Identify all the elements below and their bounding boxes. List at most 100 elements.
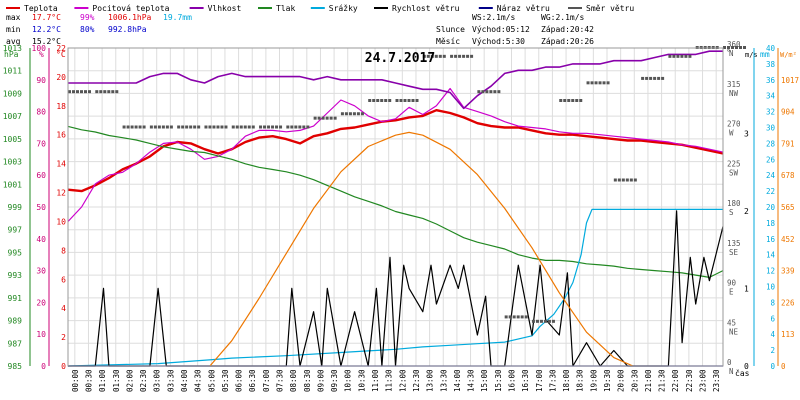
solar-tick-label: 0 xyxy=(781,362,786,371)
x-tick-label: 11:30 xyxy=(385,369,394,392)
celsius-tick-label: 2 xyxy=(61,333,66,342)
info-moon-label: Měsíc xyxy=(436,37,460,46)
wind-direction-mark xyxy=(239,125,243,129)
stat-max-press: 1006.1hPa xyxy=(108,13,152,22)
celsius-tick-label: 14 xyxy=(56,160,66,169)
wind-direction-mark xyxy=(138,125,142,129)
wind-direction-mark xyxy=(395,99,399,102)
axes: 00:00 00:30 01:00 01:30 02:00 02:30 03:00 03:30… xyxy=(3,40,799,392)
celsius-axis-label: °C xyxy=(56,50,66,59)
stat-min-label: min xyxy=(6,25,21,34)
celsius-tick-label: 18 xyxy=(56,102,66,111)
legend-label: Vlhkost xyxy=(208,4,242,13)
wind-direction-mark xyxy=(243,125,247,129)
direction-tick-degree: 270 xyxy=(727,120,741,129)
rain-tick-label: 2 xyxy=(770,346,775,355)
x-tick-label: 22:30 xyxy=(685,369,694,392)
hpa-tick-label: 989 xyxy=(8,317,23,326)
wind-direction-mark xyxy=(134,125,138,129)
direction-tick-degree: 225 xyxy=(727,159,741,168)
x-tick-label: 04:00 xyxy=(180,369,189,392)
wind-direction-mark xyxy=(547,319,551,323)
wind-direction-mark xyxy=(680,54,684,58)
wind-direction-mark xyxy=(279,125,283,129)
rain-tick-label: 36 xyxy=(766,76,776,85)
wind-direction-mark xyxy=(247,125,251,129)
wind-direction-mark xyxy=(208,125,212,129)
stat-avg-temp: 15.2°C xyxy=(32,37,61,46)
wind-direction-mark xyxy=(739,46,742,49)
wind-direction-mark xyxy=(224,125,228,129)
wind-direction-mark xyxy=(107,90,111,94)
x-tick-label: 06:30 xyxy=(248,369,257,392)
solar-tick-label: 1017 xyxy=(781,76,799,85)
wind-direction-mark xyxy=(317,116,321,120)
wind-direction-mark xyxy=(657,76,661,80)
plot-frame xyxy=(67,47,724,367)
x-tick-label: 07:30 xyxy=(276,369,285,392)
direction-axis-label: ° xyxy=(726,48,731,57)
wind-tick-label: 2 xyxy=(744,207,749,216)
legend-label: Pocitová teplota xyxy=(92,4,169,13)
wind-direction-mark xyxy=(313,116,317,120)
x-tick-label: 23:30 xyxy=(712,369,721,392)
series-line-Sluneční záření xyxy=(209,131,634,367)
wind-direction-mark xyxy=(676,54,680,58)
x-tick-label: 03:00 xyxy=(153,369,162,392)
legend-label: Teplota xyxy=(24,4,58,13)
x-tick-label: 01:30 xyxy=(112,369,121,392)
wind-direction-mark xyxy=(142,125,146,129)
direction-tick-letter: N xyxy=(729,49,734,58)
wind-direction-mark xyxy=(294,125,298,129)
wind-direction-mark xyxy=(344,112,348,116)
wind-direction-mark xyxy=(235,125,239,129)
x-tick-label: 22:00 xyxy=(671,369,680,392)
wind-direction-mark xyxy=(567,99,571,102)
x-tick-label: 19:00 xyxy=(589,369,598,392)
percent-tick-label: 100 xyxy=(32,44,47,53)
direction-tick-letter: S xyxy=(729,208,734,217)
wind-direction-mark xyxy=(368,99,372,102)
wind-direction-mark xyxy=(543,319,547,323)
wind-direction-mark xyxy=(520,315,524,319)
x-tick-label: 16:30 xyxy=(521,369,530,392)
wind-direction-mark xyxy=(157,125,161,129)
x-tick-label: 01:00 xyxy=(98,369,107,392)
wind-direction-mark xyxy=(161,125,165,129)
legend-label: Tlak xyxy=(276,4,295,13)
x-tick-label: 08:00 xyxy=(289,369,298,392)
celsius-tick-label: 0 xyxy=(61,362,66,371)
series-line-Srážky xyxy=(67,208,723,367)
wind-direction-mark xyxy=(649,76,653,80)
wind-direction-mark xyxy=(185,125,189,129)
x-tick-label: 17:30 xyxy=(548,369,557,392)
x-tick-label: 13:30 xyxy=(439,369,448,392)
direction-tick-letter: SE xyxy=(729,248,739,257)
wind-direction-mark xyxy=(466,54,470,58)
wind-direction-mark xyxy=(539,319,543,323)
wind-direction-mark xyxy=(617,178,621,182)
wind-direction-mark xyxy=(251,125,255,129)
rain-tick-label: 4 xyxy=(770,330,775,339)
wind-direction-mark xyxy=(298,125,302,129)
wind-direction-mark xyxy=(271,125,275,129)
wind-direction-mark xyxy=(340,112,344,116)
percent-tick-label: 10 xyxy=(36,330,46,339)
legend-label: Rychlost větru xyxy=(392,4,460,13)
wind-direction-mark xyxy=(177,125,181,129)
direction-tick-letter: E xyxy=(729,288,734,297)
hpa-tick-label: 993 xyxy=(8,271,23,280)
wind-direction-mark xyxy=(88,90,91,94)
series-line-Tlak xyxy=(67,125,724,278)
wind-direction-mark xyxy=(430,54,434,58)
info-moonrise: Východ:5:30 xyxy=(472,37,525,46)
wind-direction-mark xyxy=(126,125,130,129)
x-tick-label: 09:30 xyxy=(330,369,339,392)
hpa-tick-label: 991 xyxy=(8,294,23,303)
rain-tick-label: 28 xyxy=(766,139,776,148)
x-tick-label: 12:30 xyxy=(412,369,421,392)
legend-label: Náraz větru xyxy=(497,4,550,13)
wind-direction-mark xyxy=(497,90,501,94)
wind-direction-mark xyxy=(743,46,746,49)
info-moonset: Západ:20:26 xyxy=(541,37,594,46)
